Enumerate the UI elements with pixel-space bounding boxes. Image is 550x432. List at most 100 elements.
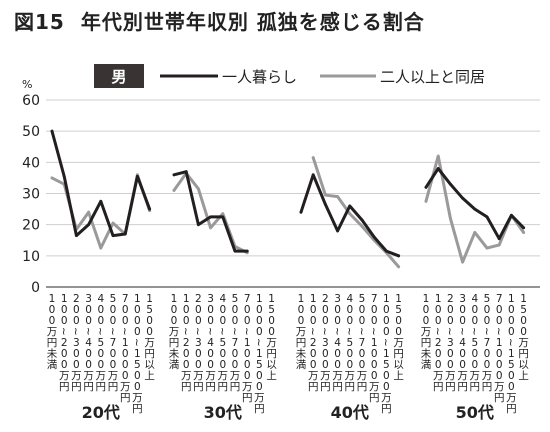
y-unit-label: % bbox=[22, 78, 32, 91]
x-tick-char: 7 bbox=[110, 337, 117, 349]
x-tick-char: 0 bbox=[256, 304, 263, 316]
y-tick-label: 50 bbox=[22, 124, 40, 140]
x-tick-char: 0 bbox=[459, 348, 466, 360]
data-point bbox=[245, 249, 249, 253]
x-tick-char: 2 bbox=[61, 337, 68, 349]
x-tick-char: 0 bbox=[346, 315, 353, 327]
x-tick-char: ~ bbox=[444, 327, 456, 336]
y-tick-label: 40 bbox=[22, 155, 40, 171]
x-tick-char: 円 bbox=[47, 337, 58, 349]
x-tick-char: 1 bbox=[244, 337, 251, 349]
data-point bbox=[75, 234, 78, 237]
x-tick-char: 円 bbox=[71, 381, 82, 393]
x-tick-char: 0 bbox=[508, 315, 515, 327]
x-tick-char: 円 bbox=[369, 392, 380, 404]
x-tick-char: 5 bbox=[232, 293, 239, 305]
data-point bbox=[184, 170, 188, 174]
x-tick-char: 0 bbox=[310, 348, 317, 360]
x-tick-char: ~ bbox=[94, 327, 106, 336]
data-point bbox=[348, 204, 352, 208]
x-tick-char: 0 bbox=[435, 359, 442, 371]
x-tick-char: 未 bbox=[421, 348, 432, 360]
x-tick-char: 0 bbox=[110, 348, 117, 360]
x-tick-char: 0 bbox=[207, 304, 214, 316]
x-tick-char: 未 bbox=[47, 348, 58, 360]
x-tick-char: 0 bbox=[435, 348, 442, 360]
x-tick-char: ~ bbox=[131, 338, 143, 347]
x-tick-char: ~ bbox=[58, 327, 70, 336]
x-tick-char: 0 bbox=[359, 315, 366, 327]
x-tick-char: 0 bbox=[207, 348, 214, 360]
x-tick-char: 0 bbox=[322, 359, 329, 371]
x-tick-char: 万 bbox=[181, 370, 192, 382]
data-point bbox=[209, 215, 213, 219]
data-point bbox=[221, 212, 225, 216]
x-tick-char: 0 bbox=[371, 304, 378, 316]
x-tick-char: 0 bbox=[207, 359, 214, 371]
x-tick-char: 5 bbox=[256, 359, 263, 371]
x-tick-char: 2 bbox=[447, 293, 454, 305]
x-tick-char: 1 bbox=[520, 293, 527, 305]
x-tick-char: 万 bbox=[59, 370, 70, 382]
x-tick-char: 0 bbox=[256, 315, 263, 327]
x-tick-char: 円 bbox=[108, 381, 119, 393]
age-group-label: 30代 bbox=[204, 403, 242, 422]
x-tick-char: 0 bbox=[471, 348, 478, 360]
x-tick-char: 1 bbox=[171, 293, 178, 305]
x-tick-char: 1 bbox=[383, 348, 390, 360]
data-point bbox=[497, 237, 501, 241]
x-tick-char: 0 bbox=[256, 326, 263, 338]
x-tick-char: 以 bbox=[393, 359, 404, 371]
data-point bbox=[461, 196, 464, 200]
x-tick-char: 以 bbox=[266, 359, 277, 371]
x-tick-char: 円 bbox=[308, 381, 319, 393]
x-tick-char: 5 bbox=[146, 304, 153, 316]
data-point bbox=[397, 254, 400, 258]
x-tick-char: 4 bbox=[85, 337, 92, 349]
x-tick-char: 3 bbox=[85, 293, 92, 305]
x-tick-char: 万 bbox=[254, 392, 265, 404]
x-tick-char: 万 bbox=[230, 370, 241, 382]
x-tick-char: ~ bbox=[319, 327, 331, 336]
data-point bbox=[311, 156, 315, 160]
x-tick-char: ~ bbox=[216, 327, 228, 336]
x-tick-char: ~ bbox=[505, 338, 517, 347]
x-tick-char: 0 bbox=[371, 359, 378, 371]
x-tick-char: 0 bbox=[183, 348, 190, 360]
x-tick-char: 円 bbox=[120, 392, 131, 404]
x-tick-char: 4 bbox=[471, 293, 478, 305]
x-tick-char: 0 bbox=[359, 304, 366, 316]
x-tick-char: 3 bbox=[447, 337, 454, 349]
x-tick-char: 0 bbox=[171, 315, 178, 327]
x-tick-char: ~ bbox=[307, 327, 319, 336]
x-tick-char: 1 bbox=[383, 293, 390, 305]
x-tick-char: 0 bbox=[61, 315, 68, 327]
x-tick-char: 万 bbox=[470, 370, 481, 382]
x-tick-char: 0 bbox=[346, 304, 353, 316]
data-point bbox=[397, 265, 400, 269]
x-tick-char: 2 bbox=[73, 293, 80, 305]
x-tick-char: 0 bbox=[459, 315, 466, 327]
x-tick-char: 万 bbox=[482, 370, 493, 382]
data-point bbox=[62, 174, 66, 178]
x-tick-char: 万 bbox=[218, 370, 229, 382]
x-tick-char: 上 bbox=[266, 370, 277, 382]
x-tick-char: 円 bbox=[393, 348, 404, 360]
x-tick-char: 1 bbox=[134, 293, 141, 305]
x-tick-char: 0 bbox=[232, 304, 239, 316]
x-tick-char: 0 bbox=[61, 359, 68, 371]
x-tick-char: 円 bbox=[320, 381, 331, 393]
x-tick-char: 0 bbox=[219, 315, 226, 327]
x-tick-char: 1 bbox=[298, 293, 305, 305]
data-point bbox=[311, 173, 315, 177]
x-tick-char: 4 bbox=[459, 337, 466, 349]
x-tick-char: 円 bbox=[132, 403, 143, 415]
x-tick-char: 0 bbox=[395, 315, 402, 327]
x-tick-char: 0 bbox=[134, 381, 141, 393]
x-tick-char: 0 bbox=[73, 304, 80, 316]
x-tick-char: 5 bbox=[471, 337, 478, 349]
x-tick-char: 円 bbox=[169, 337, 180, 349]
data-point bbox=[111, 234, 115, 237]
x-tick-char: 1 bbox=[508, 348, 515, 360]
